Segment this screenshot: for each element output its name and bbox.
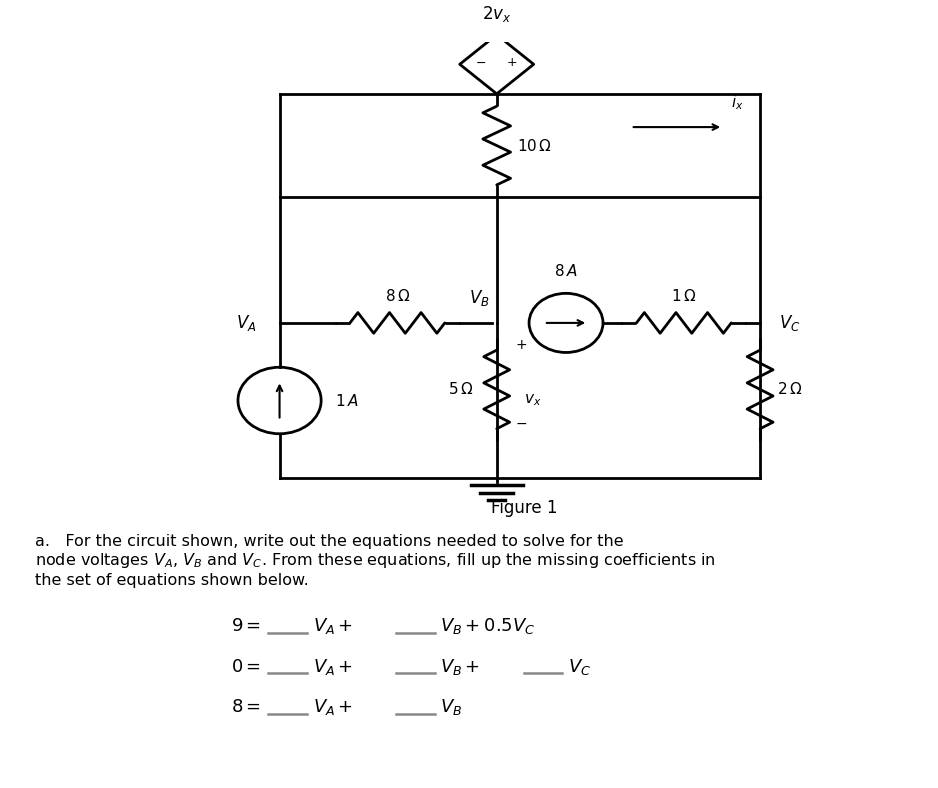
Text: $V_B + 0.5V_C$: $V_B + 0.5V_C$	[440, 616, 536, 636]
Text: $i_x$: $i_x$	[731, 94, 743, 113]
Text: $8\,A$: $8\,A$	[554, 262, 578, 279]
Text: $+$: $+$	[515, 338, 527, 352]
Text: $-$: $-$	[515, 415, 527, 429]
Text: $V_A$: $V_A$	[236, 313, 256, 333]
Text: $9 =$: $9 =$	[231, 617, 261, 635]
Text: Figure 1: Figure 1	[492, 499, 558, 517]
Text: $V_B$: $V_B$	[440, 697, 462, 717]
Text: $8 =$: $8 =$	[231, 698, 261, 716]
Text: $10\,\Omega$: $10\,\Omega$	[517, 138, 552, 154]
Text: $V_C$: $V_C$	[779, 313, 800, 333]
Text: $5\,\Omega$: $5\,\Omega$	[448, 381, 474, 397]
Text: $V_A +$: $V_A +$	[313, 697, 353, 717]
Text: $V_B$: $V_B$	[469, 288, 490, 308]
Text: $V_A +$: $V_A +$	[313, 656, 353, 677]
Text: $2\,\Omega$: $2\,\Omega$	[777, 381, 802, 397]
Text: $1\,\Omega$: $1\,\Omega$	[672, 288, 697, 304]
Text: $1\,A$: $1\,A$	[335, 392, 358, 408]
Text: $-$: $-$	[475, 56, 486, 69]
Text: $2v_x$: $2v_x$	[482, 4, 511, 24]
Text: $V_B +$: $V_B +$	[440, 656, 480, 677]
Text: a.   For the circuit shown, write out the equations needed to solve for the
node: a. For the circuit shown, write out the …	[35, 533, 716, 588]
Text: $0 =$: $0 =$	[231, 657, 261, 675]
Text: $V_A +$: $V_A +$	[313, 616, 353, 636]
Text: $+$: $+$	[506, 56, 517, 69]
Text: $v_x$: $v_x$	[524, 392, 542, 408]
Text: $8\,\Omega$: $8\,\Omega$	[385, 288, 410, 304]
Text: $V_C$: $V_C$	[567, 656, 591, 677]
